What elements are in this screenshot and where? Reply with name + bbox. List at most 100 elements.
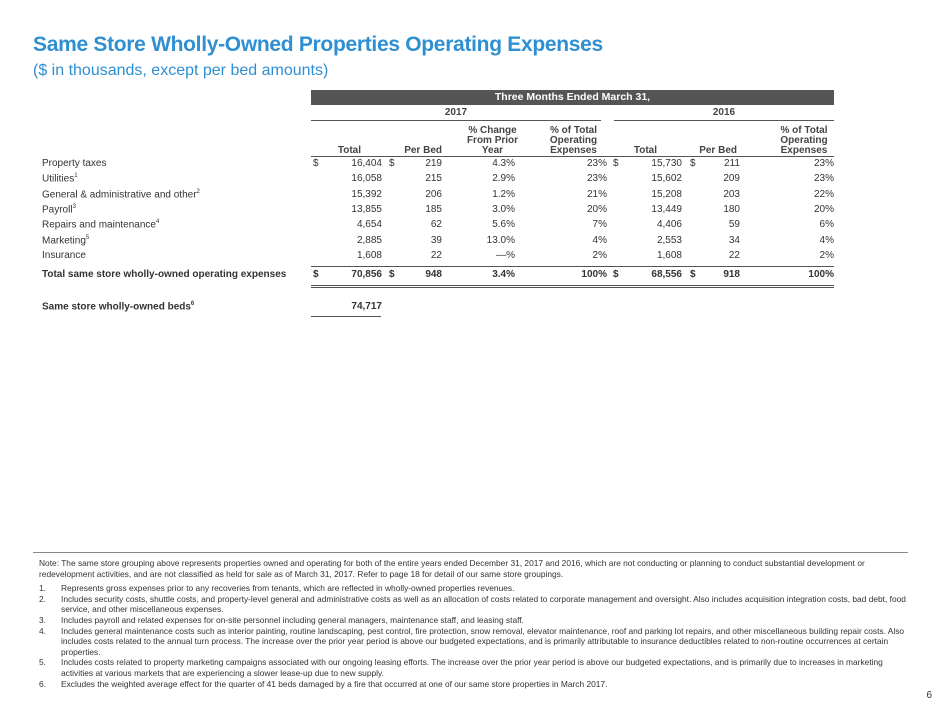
pct-total-2017-cell: 2% — [592, 249, 607, 261]
dollar-sign: $ — [613, 269, 619, 281]
table-row: Utilities1 16,058 215 2.9% 23% 15,602 209 23% — [42, 173, 834, 188]
notes-section: Note: The same store grouping above repr… — [39, 558, 907, 689]
per-bed-2017-cell: 215 — [425, 173, 442, 185]
subtotal-rule — [311, 266, 834, 268]
pct-total-2017-cell: 23% — [586, 158, 607, 169]
header-rule — [311, 156, 834, 157]
pct-total-2017-cell: 20% — [586, 203, 607, 215]
col-pct-change: % Change From Prior Year — [455, 126, 530, 156]
total-2016-cell: 15,730 — [651, 158, 682, 169]
row-label: Marketing5 — [42, 235, 89, 246]
total-row-label: Total same store wholly-owned operating … — [42, 269, 287, 281]
pct-total-2016-cell: 20% — [813, 203, 834, 215]
table-row: Insurance 1,608 22 —% 2% 1,608 22 2% — [42, 250, 834, 265]
per-bed-2016-cell: 180 — [723, 203, 740, 215]
table-row: Marketing5 2,885 39 13.0% 4% 2,553 34 4% — [42, 235, 834, 250]
footnote: 2. Includes security costs, shuttle costs… — [39, 594, 907, 615]
col-pct-change-line3: Year — [481, 145, 504, 156]
dollar-sign: $ — [313, 269, 319, 281]
pct-total-2016-cell: 6% — [819, 219, 834, 231]
col-pct-total-2017-line1: % of Total — [549, 125, 598, 136]
per-bed-2016-cell: 203 — [723, 188, 740, 200]
per-bed-2017-cell: 39 — [430, 234, 442, 246]
total-2016-cell: 4,406 — [656, 219, 682, 231]
notes-divider — [33, 552, 908, 553]
total-2016-cell: 1,608 — [656, 249, 682, 261]
total-2016-cell: 15,602 — [651, 173, 682, 185]
page-number: 6 — [926, 690, 932, 701]
dollar-sign: $ — [690, 269, 696, 281]
pct-total-2017-cell: 4% — [592, 234, 607, 246]
per-bed-2017-cell: 206 — [425, 188, 442, 200]
pct-change-cell: 3.0% — [492, 203, 515, 215]
row-label-text: Insurance — [42, 249, 86, 261]
footnote-ref: 6 — [190, 301, 195, 308]
dollar-sign: $ — [389, 269, 395, 281]
row-label-text: Repairs and maintenance — [42, 219, 156, 231]
dollar-sign: $ — [389, 158, 395, 169]
footnote-ref: 3 — [72, 203, 76, 210]
pct-change-cell: 13.0% — [486, 234, 515, 246]
col-pct-total-2017: % of Total Operating Expenses — [536, 126, 611, 156]
pct-total-2016-cell: 22% — [813, 188, 834, 200]
pct-change-cell: —% — [496, 249, 515, 261]
year-2016-header: 2016 — [614, 107, 834, 121]
row-label: Payroll3 — [42, 204, 76, 215]
per-bed-2016-cell: 59 — [728, 219, 740, 231]
total-2017-cell: 15,392 — [351, 188, 382, 200]
col-pct-change-line1: % Change — [468, 125, 517, 136]
per-bed-2016-cell: 918 — [723, 269, 740, 281]
footnote-number: 5. — [39, 657, 46, 668]
footnote-text: Includes general maintenance costs such … — [61, 625, 905, 657]
per-bed-2017-cell: 185 — [425, 203, 442, 215]
pct-total-2017-cell: 7% — [592, 219, 607, 231]
beds-row-label-text: Same store wholly-owned beds — [42, 301, 191, 313]
footnotes-list: 1. Represents gross expenses prior to any… — [39, 583, 907, 689]
total-2017-cell: 16,404 — [351, 158, 382, 169]
total-2016-cell: 15,208 — [651, 188, 682, 200]
col-pct-total-2016-line2: Operating — [780, 135, 828, 146]
table-row: Property taxes $ $ $ $16,404 219 4.3% 23% 15,730… — [42, 158, 834, 173]
pct-change-cell: 5.6% — [492, 219, 515, 231]
footnote-text: Includes security costs, shuttle costs, … — [61, 593, 906, 615]
footnote-ref: 4 — [155, 219, 160, 226]
pct-total-2016-cell: 23% — [813, 158, 834, 169]
table-row: General & administrative and other2 15,39… — [42, 189, 834, 204]
footnote-text: Excludes the weighted average effect for… — [61, 678, 608, 689]
pct-change-cell: 1.2% — [492, 188, 515, 200]
per-bed-2016-cell: 211 — [724, 158, 740, 169]
total-2017-cell: 13,855 — [351, 203, 382, 215]
total-double-rule — [311, 285, 834, 287]
row-label-text: Payroll — [42, 204, 73, 216]
col-per-bed-2017: Per Bed — [404, 145, 442, 156]
total-2017-cell: 70,856 — [351, 269, 382, 281]
per-bed-2017-cell: 22 — [430, 249, 442, 261]
footnote-ref: 1 — [74, 173, 78, 180]
row-label-text: General & administrative and other — [42, 188, 197, 200]
per-bed-2017-cell: 62 — [430, 219, 442, 231]
per-bed-2017-cell: 948 — [425, 269, 442, 281]
footnote-number: 1. — [39, 583, 46, 594]
table-row: Payroll3 13,855 185 3.0% 20% 13,449 180 20% — [42, 204, 834, 219]
period-header: Three Months Ended March 31, — [311, 90, 834, 105]
footnote-text: Includes payroll and related expenses fo… — [61, 614, 524, 625]
beds-row: Same store wholly-owned beds6 74,717 — [42, 301, 834, 316]
pct-change-cell: 2.9% — [492, 173, 515, 185]
year-2017-header: 2017 — [311, 107, 601, 121]
total-2016-cell: 13,449 — [651, 203, 682, 215]
pct-total-2017-cell: 21% — [586, 188, 607, 200]
pct-total-2017-cell: 23% — [586, 173, 607, 185]
footnote: 4. Includes general maintenance costs suc… — [39, 626, 907, 658]
col-pct-change-line2: From Prior — [466, 135, 519, 146]
row-label-text: Utilities — [42, 173, 75, 185]
row-label: Property taxes — [42, 158, 106, 169]
col-pct-total-2016-line1: % of Total — [780, 125, 828, 136]
table-row: Repairs and maintenance4 4,654 62 5.6% 7% 4,4… — [42, 219, 834, 234]
total-2017-cell: 16,058 — [351, 173, 382, 185]
col-total-2016: Total — [633, 145, 657, 156]
footnote: 6. Excludes the weighted average effect f… — [39, 679, 907, 690]
pct-change-cell: 4.3% — [492, 158, 515, 169]
page-title: Same Store Wholly-Owned Properties Opera… — [33, 33, 603, 56]
pct-total-2016-cell: 100% — [808, 269, 834, 281]
pct-total-2016-cell: 23% — [813, 173, 834, 185]
